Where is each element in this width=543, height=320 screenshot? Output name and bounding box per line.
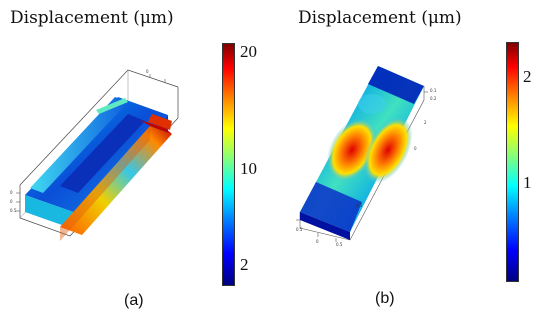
svg-text:0.5: 0.5 [10, 208, 17, 213]
panel-a-colorbar-tick-mid: 10 [240, 159, 257, 178]
svg-text:0: 0 [316, 239, 319, 244]
panel-a-plot: 0 0 0.5 0 [10, 69, 179, 241]
panel-b-colorbar-tick-upper: 2 [523, 67, 532, 86]
panel-a-caption: (a) [124, 292, 144, 309]
svg-text:0.2: 0.2 [430, 96, 437, 101]
svg-text:0: 0 [10, 190, 13, 195]
svg-text:0: 0 [146, 69, 149, 74]
panel-b-colorbar-tick-lower: 1 [523, 173, 532, 192]
panel-a-colorbar [222, 43, 235, 286]
panel-b-plot: 0.1 0.2 2 0 0.5 0.5 0 0.5 [296, 66, 437, 247]
panel-b-title: Displacement (μm) [298, 8, 462, 28]
svg-text:0.5: 0.5 [336, 242, 343, 247]
svg-text:0.1: 0.1 [430, 88, 437, 93]
svg-text:0: 0 [10, 199, 13, 204]
panel-a-title: Displacement (μm) [10, 8, 174, 28]
panel-b-caption: (b) [375, 290, 395, 307]
svg-text:0.5: 0.5 [356, 203, 363, 208]
panel-a-colorbar-tick-min: 2 [240, 255, 249, 274]
svg-text:0: 0 [414, 146, 417, 151]
panel-b-colorbar [506, 42, 519, 282]
svg-text:0.5: 0.5 [296, 227, 303, 232]
panel-a-colorbar-tick-max: 20 [240, 42, 257, 61]
svg-text:2: 2 [424, 120, 427, 125]
